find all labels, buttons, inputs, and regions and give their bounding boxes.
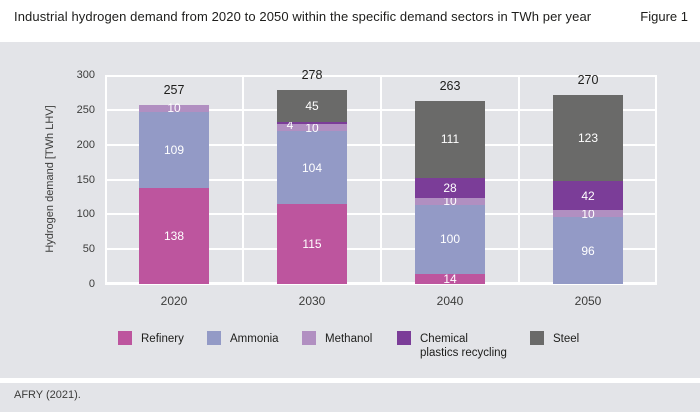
legend-label: Methanol bbox=[325, 332, 373, 345]
bar-value-label: 14 bbox=[443, 272, 457, 287]
y-tick-label-150: 150 bbox=[76, 173, 95, 186]
bar-value-label: 45 bbox=[305, 99, 319, 113]
legend-swatch-icon bbox=[530, 331, 544, 345]
bar-value-label: 123 bbox=[577, 131, 599, 146]
gridline-v-3 bbox=[518, 75, 520, 284]
bar-segment-2030-chemical-plastics-recycling bbox=[277, 122, 347, 124]
bar-segment-2040-chemical-plastics-recycling bbox=[415, 178, 485, 198]
bar-segment-2020-refinery bbox=[139, 188, 209, 284]
bar-total-label: 263 bbox=[439, 78, 461, 93]
gridline-v-2 bbox=[380, 75, 382, 284]
bar-total-label: 278 bbox=[301, 68, 323, 83]
legend-swatch-icon bbox=[397, 331, 411, 345]
bar-value-label: 138 bbox=[163, 228, 185, 243]
bar-segment-2020-ammonia bbox=[139, 112, 209, 188]
bar-segment-2040-steel bbox=[415, 101, 485, 178]
bar-segment-2030-refinery bbox=[277, 204, 347, 284]
legend-label: Ammonia bbox=[230, 332, 279, 345]
bar-value-label: 4 bbox=[286, 118, 294, 133]
gridline-v-0 bbox=[105, 75, 107, 284]
bar-segment-2050-chemical-plastics-recycling bbox=[553, 181, 623, 210]
figure-header: Industrial hydrogen demand from 2020 to … bbox=[0, 0, 700, 42]
bar-segment-2040-ammonia bbox=[415, 205, 485, 274]
bar-value-label: 115 bbox=[302, 236, 322, 251]
legend-item-refinery: Refinery bbox=[118, 331, 184, 346]
y-tick-label-200: 200 bbox=[76, 138, 95, 151]
y-tick-label-250: 250 bbox=[76, 103, 95, 116]
bar-value-label: 10 bbox=[581, 206, 595, 221]
x-tick-label-2020: 2020 bbox=[160, 294, 188, 308]
legend-label: Refinery bbox=[141, 332, 184, 345]
x-tick-label-2030: 2030 bbox=[298, 294, 326, 308]
y-tick-label-300: 300 bbox=[76, 69, 95, 81]
chart-panel: Hydrogen demand [TWh LHV] 138 109 10 257 115… bbox=[0, 42, 700, 378]
bar-segment-2050-ammonia bbox=[553, 217, 623, 284]
legend-item-chemical-plastics-recycling: Chemical plastics recycling bbox=[397, 331, 507, 361]
figure-title: Industrial hydrogen demand from 2020 to … bbox=[14, 9, 592, 24]
gridline-v-1 bbox=[242, 75, 244, 284]
legend-label: Steel bbox=[553, 332, 580, 345]
gridline-v-4 bbox=[655, 75, 657, 284]
bar-segment-2040-methanol bbox=[415, 198, 485, 205]
bar-value-label: 109 bbox=[163, 142, 185, 157]
bar-segment-2030-methanol bbox=[277, 124, 347, 131]
bar-segment-2030-ammonia bbox=[277, 131, 347, 204]
bar-value-label: 10 bbox=[305, 120, 319, 135]
bar-segment-2040-refinery bbox=[415, 274, 485, 284]
legend-swatch-icon bbox=[118, 331, 132, 345]
bar-segment-2050-methanol bbox=[553, 210, 623, 217]
bar-value-label: 10 bbox=[167, 101, 181, 116]
bar-total-label: 257 bbox=[163, 82, 185, 97]
bar-segment-2030-steel bbox=[277, 90, 347, 122]
x-tick-label-2040: 2040 bbox=[436, 294, 464, 308]
bar-segment-2020-methanol bbox=[139, 105, 209, 112]
figure-footer: AFRY (2021). bbox=[0, 383, 700, 412]
bar-value-label: 28 bbox=[443, 180, 457, 195]
legend-swatch-icon bbox=[207, 331, 221, 345]
bar-value-label: 104 bbox=[301, 160, 323, 175]
legend-label: Chemical plastics recycling bbox=[420, 332, 507, 360]
legend-swatch-icon bbox=[302, 331, 316, 345]
legend-item-methanol: Methanol bbox=[302, 331, 372, 346]
figure-number: Figure 1 bbox=[640, 9, 688, 24]
bar-value-label: 96 bbox=[581, 243, 595, 258]
bar-segment-2050-steel bbox=[553, 95, 623, 181]
y-tick-label-50: 50 bbox=[82, 243, 95, 256]
bar-total-label: 270 bbox=[577, 73, 599, 88]
bar-value-label: 111 bbox=[440, 132, 460, 147]
x-tick-label-2050: 2050 bbox=[574, 294, 602, 308]
legend-item-ammonia: Ammonia bbox=[207, 331, 279, 346]
y-tick-label-100: 100 bbox=[76, 208, 95, 221]
bar-value-label: 42 bbox=[581, 188, 595, 203]
legend-item-steel: Steel bbox=[530, 331, 579, 346]
y-tick-label-0: 0 bbox=[88, 278, 95, 290]
source-text: AFRY (2021). bbox=[14, 389, 81, 401]
plot-area: 138 109 10 257 115 104 10 4 45 278 14 100 10 28 111 263… bbox=[105, 68, 657, 287]
bar-value-label: 100 bbox=[439, 232, 461, 247]
